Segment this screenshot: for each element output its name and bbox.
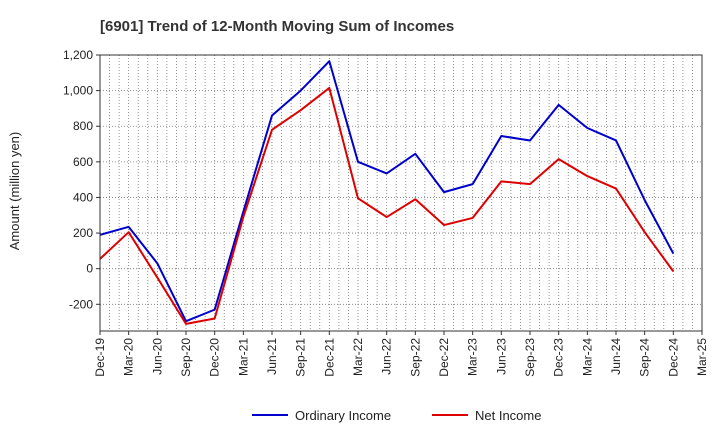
legend-label-net-income: Net Income [475,408,541,423]
series-line-net-income [99,86,675,325]
x-tick-label: Dec-23 [552,338,566,377]
x-tick-label: Sep-21 [294,338,308,377]
y-tick-label: 400 [73,190,93,204]
series-line-ordinary-income [99,60,675,323]
chart-title: [6901] Trend of 12-Month Moving Sum of I… [100,18,454,35]
x-tick-label: Jun-21 [265,338,279,375]
x-tick-label: Jun-22 [380,338,394,375]
x-tick-label: Mar-21 [236,338,250,376]
x-tick-label: Dec-22 [437,338,451,377]
y-axis-label: Amount (million yen) [7,132,22,251]
x-tick-label: Dec-21 [322,338,336,377]
x-tick-label: Jun-23 [494,338,508,375]
y-axis-ticks: -200 0 200 400 600 800 1,000 1,200 [63,48,100,311]
x-tick-label: Dec-24 [666,338,680,377]
x-tick-label: Mar-24 [580,338,594,376]
x-tick-label: Sep-20 [179,338,193,377]
x-tick-label: Mar-22 [351,338,365,376]
y-tick-label: 200 [73,226,93,240]
y-tick-label: 1,000 [63,84,93,98]
x-tick-label: Mar-20 [122,338,136,376]
y-tick-label: -200 [69,297,93,311]
x-tick-label: Dec-19 [93,338,107,377]
x-tick-label: Sep-22 [408,338,422,377]
legend: Ordinary Income Net Income [252,408,541,423]
y-tick-label: 0 [86,262,93,276]
x-tick-label: Sep-24 [638,338,652,377]
x-tick-label: Mar-25 [695,338,709,376]
x-tick-label: Jun-20 [150,338,164,375]
x-tick-label: Mar-23 [466,338,480,376]
y-tick-label: 1,200 [63,48,93,62]
x-tick-label: Jun-24 [609,338,623,375]
x-tick-label: Dec-20 [208,338,222,377]
plot-area-frame [99,54,703,332]
legend-label-ordinary-income: Ordinary Income [295,408,391,423]
y-tick-label: 600 [73,155,93,169]
x-axis-ticks: Dec-19 Mar-20 Jun-20 Sep-20 Dec-20 Mar-21 Jun-… [93,331,709,377]
series-lines [99,60,675,325]
grid [100,54,702,331]
y-tick-label: 800 [73,119,93,133]
x-tick-label: Sep-23 [523,338,537,377]
